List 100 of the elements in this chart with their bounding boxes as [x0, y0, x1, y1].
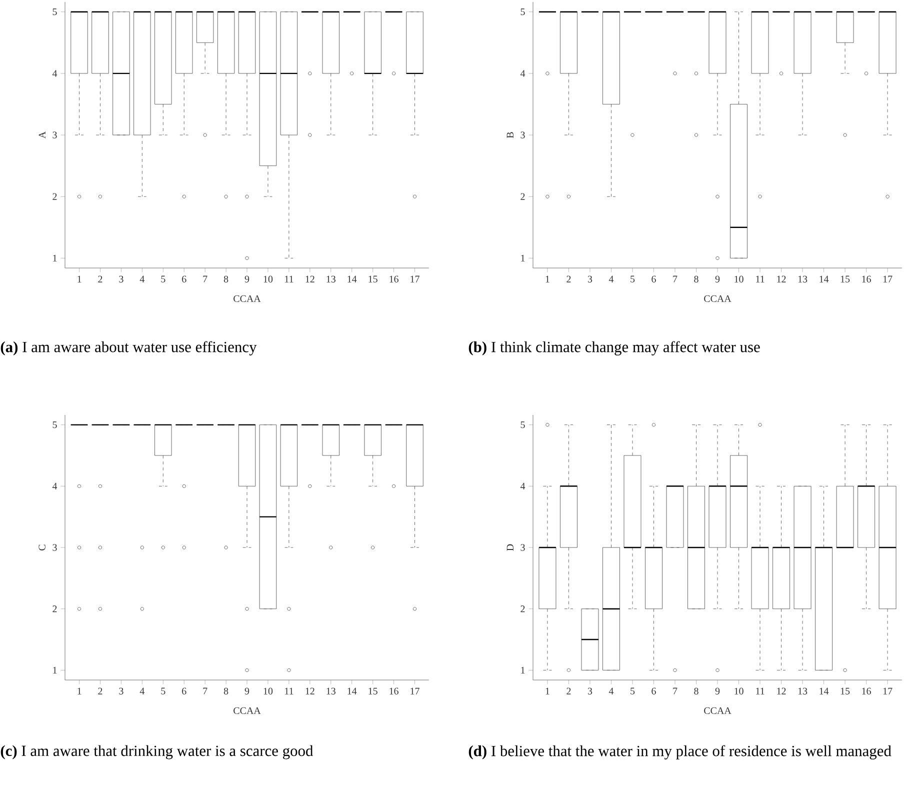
y-tick-label: 4 [520, 70, 526, 77]
y-tick-label: 3 [52, 132, 57, 138]
x-tick-label: 5 [161, 276, 166, 282]
x-axis-title: CCAA [234, 295, 261, 302]
x-tick-label: 13 [798, 688, 808, 694]
x-tick-label: 11 [285, 688, 294, 694]
text: (c) I am aware that drinking water is a scarce good [0, 745, 314, 760]
y-axis-title: A [38, 131, 46, 138]
x-tick-label: 2 [98, 276, 102, 282]
x-tick-label: 8 [694, 688, 698, 694]
x-tick-label: 12 [306, 688, 314, 694]
y-tick-label: 3 [520, 132, 525, 138]
x-tick-label: 11 [756, 276, 764, 282]
x-tick-label: 5 [161, 688, 166, 694]
x-tick-label: 16 [390, 276, 398, 282]
x-tick-label: 9 [244, 276, 250, 282]
y-tick-label: 1 [53, 254, 57, 262]
y-tick-label: 4 [52, 482, 58, 490]
y-tick-label: 4 [52, 70, 58, 77]
x-tick-label: 10 [264, 276, 273, 282]
x-tick-label: 17 [883, 688, 892, 694]
x-tick-label: 8 [224, 688, 228, 694]
x-tick-label: 1 [78, 688, 82, 694]
y-tick-label: 3 [520, 544, 525, 551]
y-axis-title: D [506, 544, 514, 551]
y-tick-label: 4 [520, 482, 526, 490]
y-axis-title: C [38, 544, 46, 550]
text: (b) I think climate change may affect water use [468, 341, 760, 356]
x-tick-label: 3 [119, 276, 124, 282]
x-tick-label: 2 [98, 688, 102, 694]
x-tick-label: 5 [630, 688, 635, 694]
x-tick-label: 17 [410, 276, 420, 282]
x-tick-label: 3 [588, 688, 592, 694]
x-tick-label: 8 [224, 276, 228, 282]
x-tick-label: 7 [673, 688, 678, 694]
y-tick-label: 2 [520, 606, 525, 612]
y-tick-label: 1 [53, 666, 57, 674]
x-tick-label: 14 [348, 688, 357, 694]
y-tick-label: 1 [521, 666, 525, 674]
y-tick-label: 1 [521, 254, 525, 262]
x-tick-label: 15 [840, 688, 850, 694]
x-tick-label: 6 [182, 688, 186, 694]
x-tick-label: 12 [306, 276, 314, 282]
x-tick-label: 16 [862, 276, 871, 282]
x-tick-label: 10 [734, 276, 744, 282]
x-tick-label: 4 [608, 276, 614, 282]
x-tick-label: 4 [140, 688, 144, 694]
y-tick-label: 5 [52, 421, 57, 428]
x-tick-label: 10 [734, 688, 744, 694]
x-tick-label: 8 [694, 276, 698, 282]
x-tick-label: 4 [140, 276, 144, 282]
x-tick-label: 13 [326, 688, 336, 694]
x-tick-label: 10 [264, 688, 273, 694]
y-tick-label: 3 [52, 544, 57, 551]
x-tick-label: 12 [777, 276, 786, 282]
x-tick-label: 17 [410, 688, 420, 694]
x-tick-label: 16 [390, 688, 398, 694]
x-axis-title: CCAA [704, 295, 732, 302]
x-tick-label: 13 [798, 276, 808, 282]
y-tick-label: 5 [52, 8, 57, 16]
x-tick-label: 11 [756, 688, 764, 694]
x-tick-label: 2 [566, 688, 571, 694]
text: (d) I believe that the water in my place of residence is well managed [468, 745, 892, 760]
x-tick-label: 14 [820, 276, 829, 282]
x-tick-label: 7 [203, 276, 208, 282]
x-tick-label: 2 [566, 276, 571, 282]
x-tick-label: 9 [715, 688, 720, 694]
x-tick-label: 6 [652, 688, 656, 694]
x-tick-label: 15 [840, 276, 850, 282]
x-tick-label: 6 [182, 276, 186, 282]
x-axis-title: CCAA [234, 707, 261, 714]
y-tick-label: 5 [520, 8, 525, 16]
x-tick-label: 15 [368, 276, 378, 282]
y-tick-label: 5 [520, 421, 525, 428]
x-tick-label: 6 [652, 276, 656, 282]
x-axis-title: CCAA [704, 707, 732, 714]
x-tick-label: 9 [244, 688, 250, 694]
x-tick-label: 3 [588, 276, 592, 282]
x-tick-label: 13 [326, 276, 336, 282]
x-tick-label: 5 [630, 276, 635, 282]
x-tick-label: 3 [119, 688, 124, 694]
x-tick-label: 15 [368, 688, 378, 694]
x-tick-label: 12 [777, 688, 786, 694]
x-tick-label: 7 [673, 276, 678, 282]
x-tick-label: 11 [285, 276, 294, 282]
x-tick-label: 14 [820, 688, 829, 694]
x-tick-label: 17 [883, 276, 892, 282]
y-tick-label: 2 [520, 193, 525, 200]
x-tick-label: 7 [203, 688, 208, 694]
y-tick-label: 2 [52, 193, 57, 200]
x-tick-label: 14 [348, 276, 357, 282]
text: (a) I am aware about water use efficiency [0, 341, 257, 356]
x-tick-label: 1 [546, 276, 550, 282]
x-tick-label: 1 [546, 688, 550, 694]
y-axis-title: B [506, 132, 514, 138]
x-tick-label: 4 [608, 688, 614, 694]
y-tick-label: 2 [52, 606, 57, 612]
x-tick-label: 16 [862, 688, 871, 694]
x-tick-label: 9 [715, 276, 720, 282]
x-tick-label: 1 [78, 276, 82, 282]
